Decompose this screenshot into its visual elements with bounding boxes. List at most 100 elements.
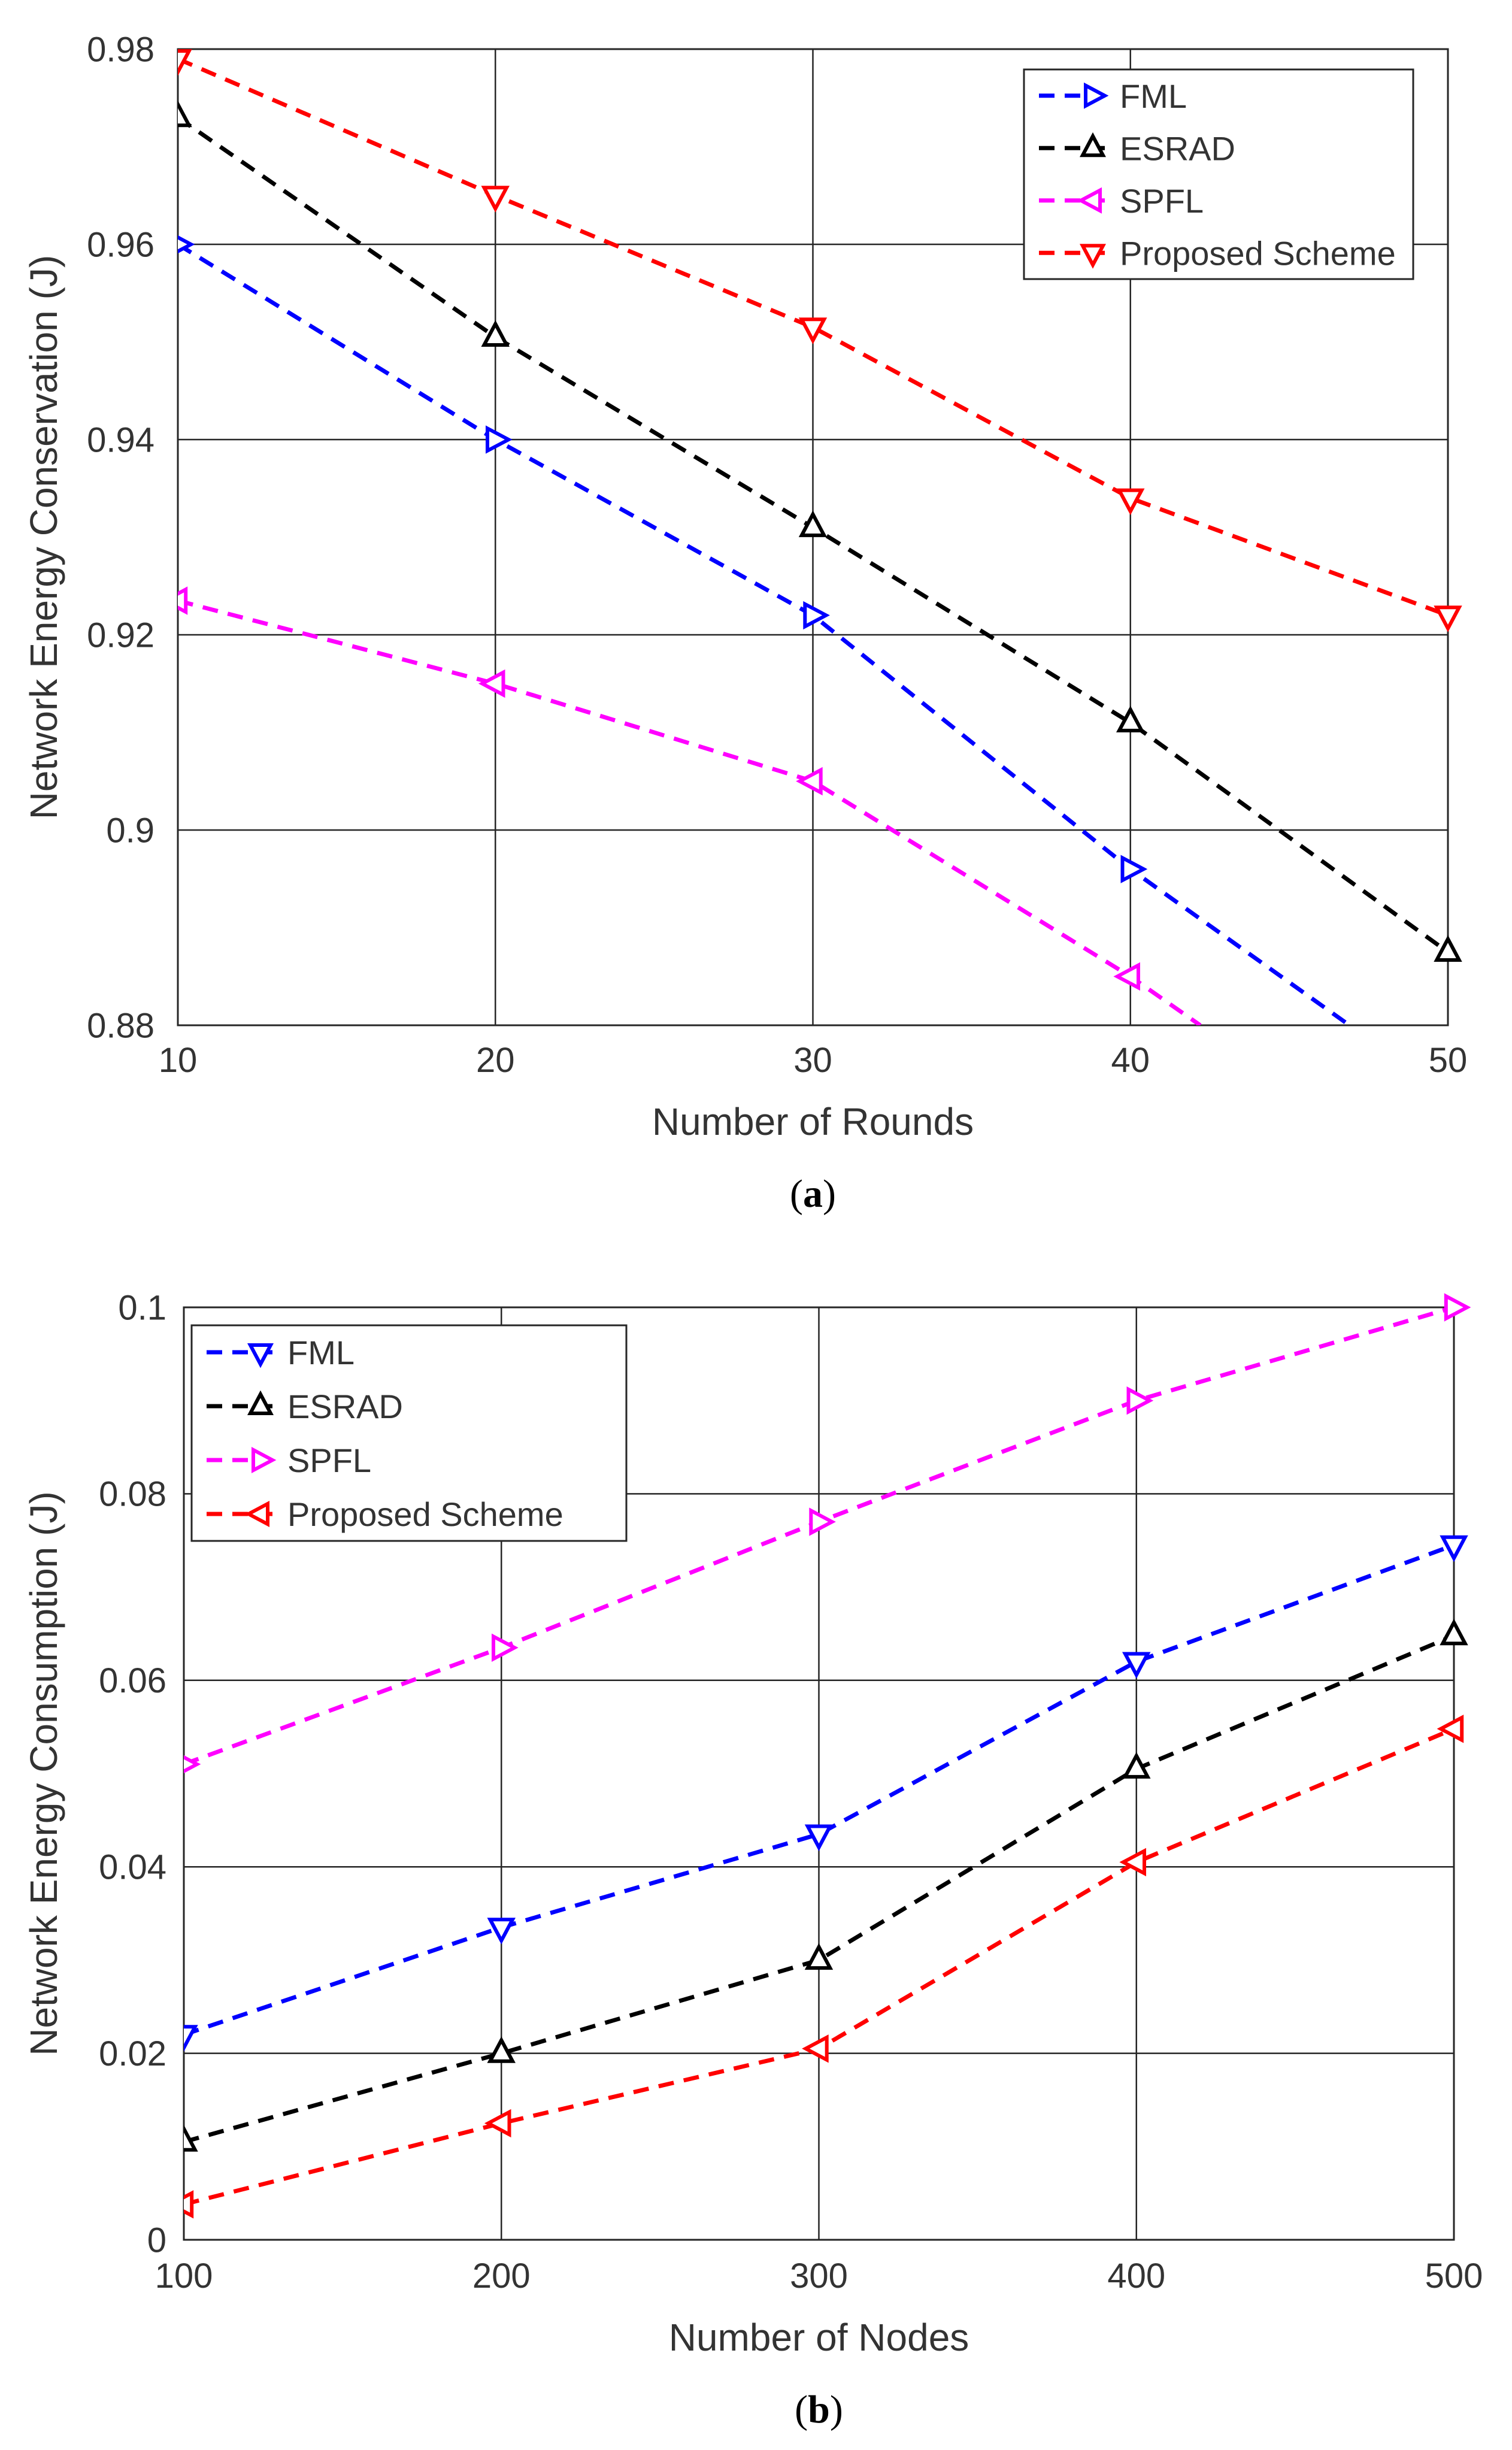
data-point-marker [486, 425, 513, 454]
legend-item: ESRAD [1039, 129, 1235, 167]
series-line [184, 1543, 1455, 2037]
caption-letter: a [803, 1172, 823, 1216]
y-tick-label: 0.94 [87, 420, 154, 459]
x-tick-label: 200 [472, 2257, 531, 2295]
data-point-marker [481, 186, 510, 213]
data-point-marker [478, 669, 505, 698]
legend-marker [244, 1501, 269, 1527]
series-spfl [178, 586, 1202, 1025]
data-point-marker [1434, 935, 1462, 962]
caption-open-paren: ( [790, 1172, 803, 1216]
x-tick-label: 50 [1429, 1041, 1468, 1080]
series-line [178, 598, 1202, 1025]
data-point-marker [1440, 1618, 1468, 1646]
data-point-marker [1437, 1715, 1464, 1743]
legend-marker [1080, 244, 1106, 269]
data-point-marker [487, 1918, 516, 1945]
y-axis-label: Network Energy Consumption (J) [22, 1491, 65, 2056]
legend-marker [1084, 82, 1109, 109]
axes-frame [177, 48, 1449, 1026]
legend-label: SPFL [1120, 182, 1204, 220]
x-tick-label: 40 [1111, 1041, 1150, 1080]
x-tick-label: 500 [1425, 2257, 1483, 2295]
legend: FML ESRAD SPFL Proposed Scheme [190, 1324, 628, 1542]
data-point-marker [184, 1755, 201, 1773]
data-point-marker [1113, 962, 1140, 991]
caption-letter: b [808, 2388, 830, 2431]
y-tick-label: 0.92 [87, 616, 154, 655]
legend-label: ESRAD [1120, 129, 1235, 167]
y-tick-label: 0.1 [118, 1288, 166, 1327]
legend-item: ESRAD [207, 1388, 403, 1425]
y-axis-label: Network Energy Conservation (J) [22, 255, 65, 820]
data-point-marker [484, 2109, 511, 2138]
data-point-marker [1444, 1293, 1471, 1322]
panel-a-chart: 10 20 30 40 50 0.88 0.9 0.92 0.94 0.96 0.98 Number … [22, 30, 1467, 1216]
data-point-marker [803, 601, 830, 630]
series-line [184, 1633, 1455, 2144]
data-point-marker [1126, 1386, 1154, 1415]
series-proposed-scheme [184, 1715, 1464, 2219]
legend-item: FML [207, 1334, 354, 1371]
legend-marker [247, 1390, 274, 1415]
x-axis-label: Number of Rounds [652, 1100, 974, 1143]
legend-item: SPFL [1039, 182, 1204, 220]
data-point-marker [481, 320, 510, 347]
data-point-marker [1434, 605, 1462, 632]
legend-marker [1080, 132, 1106, 158]
legend-label: Proposed Scheme [287, 1495, 563, 1533]
y-tick-label: 0.96 [87, 225, 154, 264]
data-point-marker [809, 1507, 836, 1536]
data-point-marker [804, 1824, 834, 1852]
legend-label: SPFL [287, 1441, 371, 1479]
data-point-marker [1122, 1652, 1151, 1679]
panel-caption: (b) [795, 2388, 843, 2431]
data-point-marker [796, 767, 823, 796]
data-point-marker [798, 317, 828, 344]
axes-frame [183, 1306, 1455, 2241]
legend-marker [252, 1447, 277, 1473]
legend-marker [1077, 187, 1102, 214]
series-fml [178, 235, 1351, 1025]
y-tick-label: 0.98 [87, 30, 154, 69]
panel-b-chart: 100 200 300 400 500 0 0.02 0.04 0.06 0.08 0.1 Numbe… [22, 1288, 1483, 2431]
x-tick-label: 400 [1107, 2257, 1165, 2295]
data-point-marker [178, 235, 195, 254]
data-point-marker [178, 586, 188, 615]
y-tick-label: 0.08 [99, 1475, 166, 1514]
caption-close-paren: ) [823, 1172, 836, 1216]
series-line [178, 57, 1449, 617]
x-axis-label: Number of Nodes [669, 2316, 969, 2359]
legend-label: ESRAD [287, 1388, 403, 1425]
data-point-marker [1119, 1848, 1146, 1877]
data-point-marker [1116, 488, 1145, 516]
legend-item: Proposed Scheme [207, 1495, 563, 1533]
x-tick-label: 30 [793, 1041, 832, 1080]
data-point-marker [1116, 705, 1145, 732]
legend-label: FML [1120, 77, 1187, 115]
caption-close-paren: ) [830, 2388, 843, 2431]
series-spfl [184, 1293, 1471, 1773]
x-tick-label: 300 [790, 2257, 848, 2295]
data-point-marker [184, 2025, 198, 2052]
data-point-marker [184, 2125, 198, 2152]
data-point-marker [804, 1943, 834, 1970]
caption-open-paren: ( [795, 2388, 808, 2431]
legend-label: Proposed Scheme [1120, 234, 1396, 272]
data-point-marker [178, 100, 192, 128]
data-point-marker [184, 2190, 194, 2219]
y-tick-label: 0.02 [99, 2034, 166, 2073]
data-point-marker [802, 2034, 829, 2063]
series-fml [184, 1535, 1468, 2052]
x-tick-label: 100 [155, 2257, 213, 2295]
data-point-marker [1122, 1752, 1151, 1779]
y-tick-label: 0.06 [99, 1661, 166, 1700]
y-tick-label: 0.9 [106, 811, 154, 850]
legend-item: SPFL [207, 1441, 371, 1479]
x-tick-label: 20 [476, 1041, 515, 1080]
y-tick-label: 0.88 [87, 1006, 154, 1045]
x-tick-label: 10 [159, 1041, 198, 1080]
data-point-marker [1120, 855, 1148, 883]
data-point-marker [487, 2036, 516, 2063]
